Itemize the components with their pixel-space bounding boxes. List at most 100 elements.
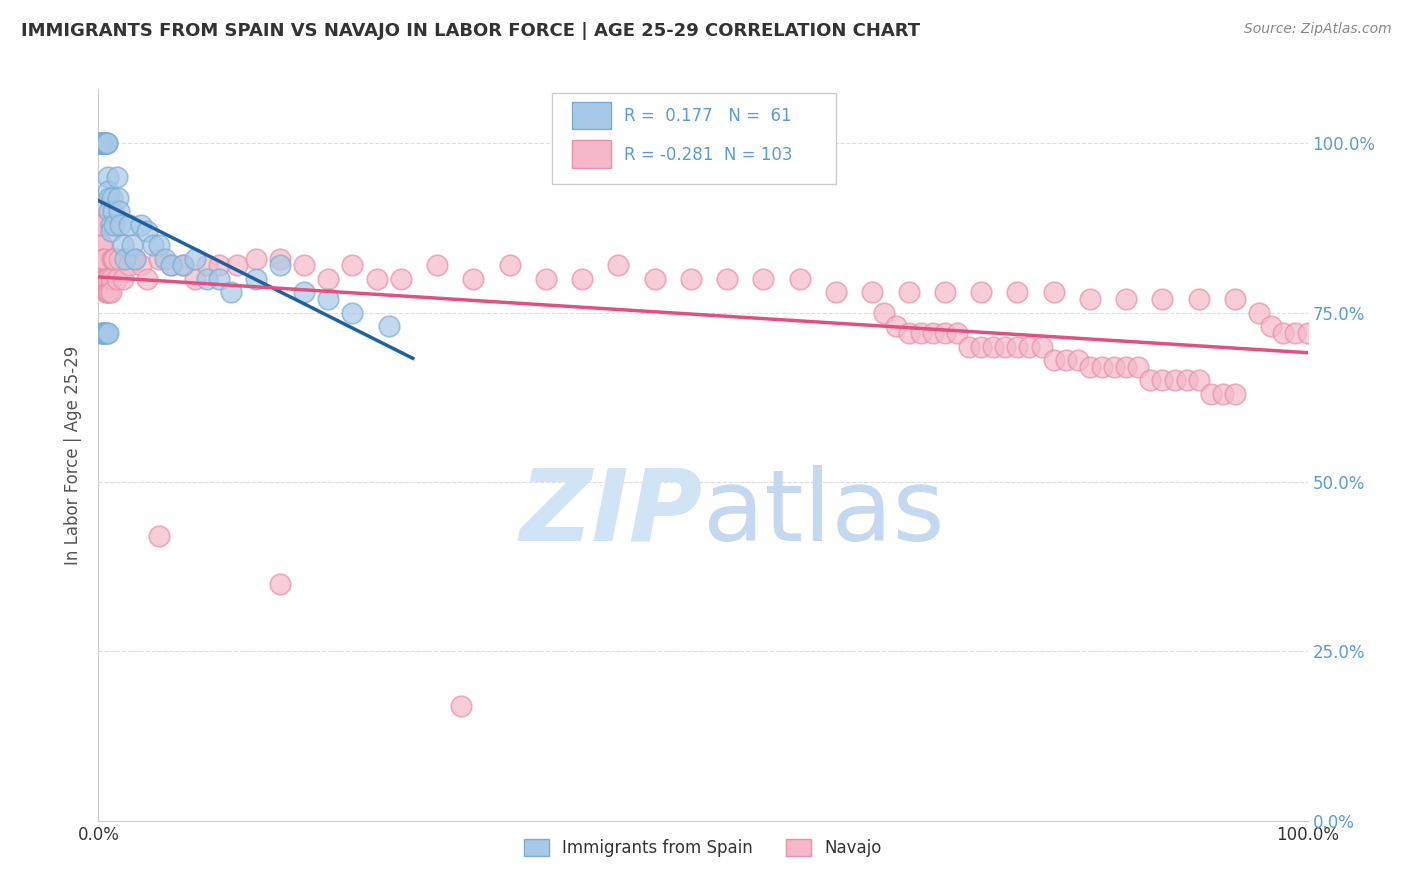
- Point: [1260, 319, 1282, 334]
- Point: [1188, 373, 1211, 387]
- Point: [91, 136, 114, 151]
- Point: [124, 252, 146, 266]
- Point: [1115, 359, 1137, 374]
- Point: [91, 136, 114, 151]
- Point: [93, 136, 115, 151]
- Point: [135, 272, 157, 286]
- Point: [910, 326, 932, 340]
- Point: [94, 136, 117, 151]
- Point: [172, 258, 194, 272]
- Point: [994, 340, 1017, 354]
- Point: [981, 340, 1004, 354]
- Point: [1128, 359, 1150, 374]
- Point: [89, 136, 111, 151]
- Point: [269, 258, 291, 272]
- Point: [860, 285, 883, 300]
- Point: [153, 252, 176, 266]
- Point: [91, 136, 114, 151]
- Point: [342, 306, 364, 320]
- Point: [534, 272, 557, 286]
- Point: [90, 218, 112, 232]
- Y-axis label: In Labor Force | Age 25-29: In Labor Force | Age 25-29: [65, 345, 83, 565]
- Point: [1188, 292, 1211, 306]
- Point: [921, 326, 943, 340]
- Point: [97, 184, 120, 198]
- Point: [1249, 306, 1271, 320]
- Point: [91, 136, 114, 151]
- Point: [208, 258, 231, 272]
- Point: [97, 170, 120, 185]
- Point: [93, 136, 115, 151]
- Point: [1163, 373, 1185, 387]
- Point: [195, 272, 218, 286]
- Point: [114, 252, 136, 266]
- Point: [970, 285, 993, 300]
- Point: [316, 292, 339, 306]
- Point: [957, 340, 980, 354]
- Text: atlas: atlas: [703, 465, 945, 562]
- Text: Source: ZipAtlas.com: Source: ZipAtlas.com: [1244, 22, 1392, 37]
- Point: [1115, 292, 1137, 306]
- Point: [96, 272, 118, 286]
- Point: [426, 258, 449, 272]
- Point: [98, 204, 121, 219]
- Point: [226, 258, 249, 272]
- Point: [1007, 340, 1029, 354]
- Point: [377, 319, 399, 334]
- Point: [1139, 373, 1161, 387]
- Point: [1152, 292, 1174, 306]
- Point: [94, 285, 117, 300]
- Point: [98, 190, 121, 204]
- Point: [96, 136, 118, 151]
- Point: [1031, 340, 1053, 354]
- Point: [100, 252, 122, 266]
- FancyBboxPatch shape: [551, 93, 837, 185]
- Point: [752, 272, 775, 286]
- Point: [934, 285, 956, 300]
- Point: [103, 252, 125, 266]
- Point: [96, 326, 118, 340]
- Point: [184, 252, 207, 266]
- Point: [90, 136, 112, 151]
- Point: [245, 272, 267, 286]
- Point: [129, 218, 152, 232]
- Point: [316, 272, 339, 286]
- Point: [873, 306, 896, 320]
- Text: R = -0.281  N = 103: R = -0.281 N = 103: [624, 146, 793, 164]
- Point: [135, 224, 157, 238]
- Point: [100, 272, 122, 286]
- Point: [94, 326, 117, 340]
- Point: [105, 272, 128, 286]
- Point: [96, 136, 118, 151]
- Point: [108, 218, 131, 232]
- Point: [679, 272, 702, 286]
- Point: [946, 326, 969, 340]
- Point: [1007, 285, 1029, 300]
- Point: [184, 272, 207, 286]
- Point: [1042, 285, 1064, 300]
- Point: [1042, 353, 1064, 368]
- Point: [160, 258, 183, 272]
- Text: R =  0.177   N =  61: R = 0.177 N = 61: [624, 107, 792, 125]
- Point: [897, 326, 920, 340]
- Point: [91, 252, 114, 266]
- Point: [90, 136, 112, 151]
- Bar: [572, 102, 612, 129]
- Point: [160, 258, 183, 272]
- Point: [105, 170, 128, 185]
- Point: [342, 258, 364, 272]
- Point: [103, 218, 125, 232]
- Point: [1223, 387, 1246, 401]
- Point: [111, 238, 134, 252]
- Point: [100, 190, 122, 204]
- Text: ZIP: ZIP: [520, 465, 703, 562]
- Point: [498, 258, 520, 272]
- Point: [93, 326, 115, 340]
- Point: [107, 190, 129, 204]
- Point: [148, 238, 170, 252]
- Point: [1078, 292, 1101, 306]
- Point: [89, 136, 111, 151]
- Point: [1102, 359, 1125, 374]
- Point: [100, 218, 122, 232]
- Point: [124, 252, 146, 266]
